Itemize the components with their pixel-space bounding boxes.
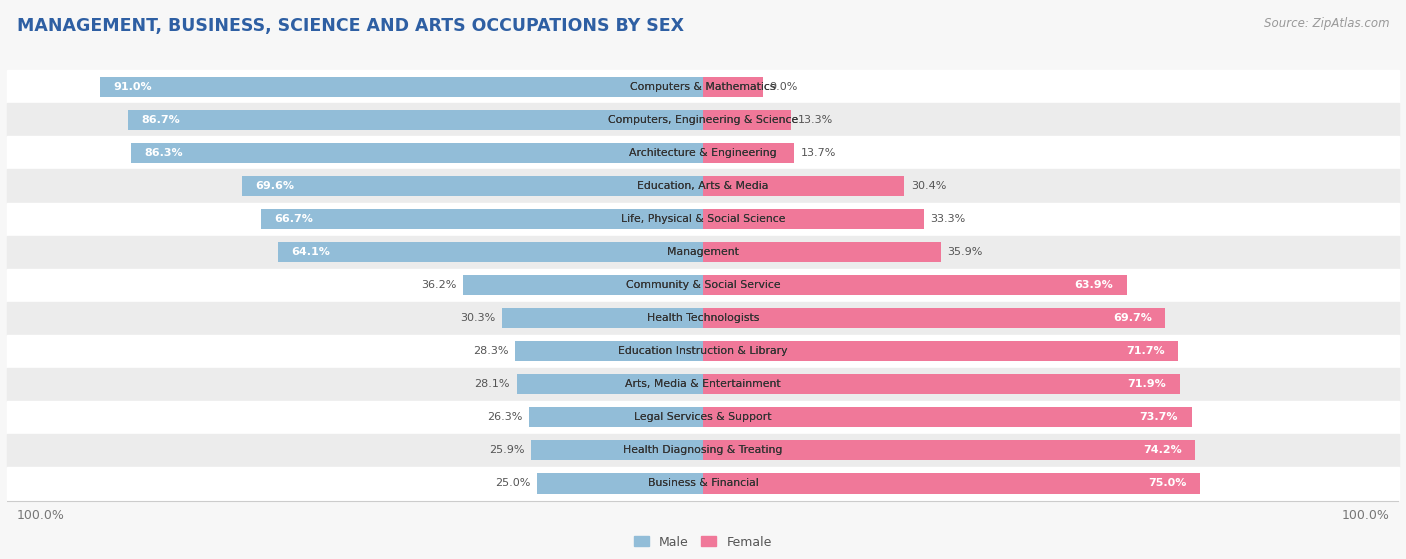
Bar xyxy=(7,202,1399,235)
Text: 36.2%: 36.2% xyxy=(420,280,457,290)
Text: 35.9%: 35.9% xyxy=(948,247,983,257)
Bar xyxy=(502,308,703,328)
Bar xyxy=(7,268,1399,302)
Bar xyxy=(703,341,1178,361)
Bar xyxy=(703,374,1180,395)
Bar xyxy=(131,143,703,163)
Bar xyxy=(703,110,792,130)
Bar xyxy=(7,434,1399,467)
Bar xyxy=(7,169,1399,202)
Bar xyxy=(7,136,1399,169)
Text: Health Diagnosing & Treating: Health Diagnosing & Treating xyxy=(616,446,790,455)
Bar xyxy=(7,103,1399,136)
Text: 25.9%: 25.9% xyxy=(489,446,524,455)
Text: Business & Financial: Business & Financial xyxy=(641,479,765,488)
Text: 91.0%: 91.0% xyxy=(112,82,152,92)
Text: 66.7%: 66.7% xyxy=(274,214,314,224)
Text: 74.2%: 74.2% xyxy=(1143,446,1181,455)
Bar xyxy=(516,341,703,361)
Text: 86.3%: 86.3% xyxy=(145,148,183,158)
Text: 69.7%: 69.7% xyxy=(1114,313,1152,323)
Text: Legal Services & Support: Legal Services & Support xyxy=(627,412,779,422)
Text: 73.7%: 73.7% xyxy=(1140,412,1178,422)
Text: Computers, Engineering & Science: Computers, Engineering & Science xyxy=(600,115,806,125)
Bar xyxy=(242,176,703,196)
Text: 71.9%: 71.9% xyxy=(1128,379,1167,389)
Text: 71.7%: 71.7% xyxy=(1126,346,1166,356)
Bar xyxy=(703,176,904,196)
Text: Health Technologists: Health Technologists xyxy=(640,313,766,323)
Text: Community & Social Service: Community & Social Service xyxy=(619,280,787,290)
Bar xyxy=(703,473,1201,494)
Text: Computers & Mathematics: Computers & Mathematics xyxy=(623,82,783,92)
Bar xyxy=(517,374,703,395)
Text: Community & Social Service: Community & Social Service xyxy=(619,280,787,290)
Bar xyxy=(128,110,703,130)
Text: 28.1%: 28.1% xyxy=(475,379,510,389)
Bar xyxy=(100,77,703,97)
Text: 64.1%: 64.1% xyxy=(291,247,330,257)
Text: Life, Physical & Social Science: Life, Physical & Social Science xyxy=(614,214,792,224)
Text: 26.3%: 26.3% xyxy=(486,412,522,422)
Text: Architecture & Engineering: Architecture & Engineering xyxy=(623,148,783,158)
Bar xyxy=(703,143,794,163)
Text: 28.3%: 28.3% xyxy=(474,346,509,356)
Bar xyxy=(463,275,703,295)
Bar xyxy=(531,440,703,461)
Text: Education, Arts & Media: Education, Arts & Media xyxy=(630,181,776,191)
Text: 30.3%: 30.3% xyxy=(460,313,495,323)
Bar xyxy=(703,275,1126,295)
Bar xyxy=(703,440,1195,461)
Text: 75.0%: 75.0% xyxy=(1149,479,1187,488)
Bar xyxy=(703,77,762,97)
Bar xyxy=(7,335,1399,368)
Text: Arts, Media & Entertainment: Arts, Media & Entertainment xyxy=(619,379,787,389)
Text: MANAGEMENT, BUSINESS, SCIENCE AND ARTS OCCUPATIONS BY SEX: MANAGEMENT, BUSINESS, SCIENCE AND ARTS O… xyxy=(17,17,683,35)
Bar xyxy=(703,407,1191,428)
Text: Computers & Mathematics: Computers & Mathematics xyxy=(623,82,783,92)
Bar xyxy=(278,242,703,262)
Bar xyxy=(703,308,1166,328)
Bar xyxy=(7,467,1399,500)
Text: Education, Arts & Media: Education, Arts & Media xyxy=(630,181,776,191)
Text: Health Diagnosing & Treating: Health Diagnosing & Treating xyxy=(616,446,790,455)
Text: 13.3%: 13.3% xyxy=(797,115,832,125)
Bar xyxy=(703,209,924,229)
Text: 33.3%: 33.3% xyxy=(931,214,966,224)
Text: Health Technologists: Health Technologists xyxy=(640,313,766,323)
Bar xyxy=(529,407,703,428)
Bar xyxy=(7,302,1399,335)
Text: 25.0%: 25.0% xyxy=(495,479,530,488)
Text: Life, Physical & Social Science: Life, Physical & Social Science xyxy=(614,214,792,224)
Text: Business & Financial: Business & Financial xyxy=(641,479,765,488)
Text: Management: Management xyxy=(659,247,747,257)
Legend: Male, Female: Male, Female xyxy=(630,530,776,553)
Text: Education Instruction & Library: Education Instruction & Library xyxy=(612,346,794,356)
Bar xyxy=(7,70,1399,103)
Text: 86.7%: 86.7% xyxy=(142,115,180,125)
Text: 13.7%: 13.7% xyxy=(800,148,835,158)
Text: Arts, Media & Entertainment: Arts, Media & Entertainment xyxy=(619,379,787,389)
Text: Architecture & Engineering: Architecture & Engineering xyxy=(623,148,783,158)
Text: Management: Management xyxy=(659,247,747,257)
Text: Computers, Engineering & Science: Computers, Engineering & Science xyxy=(600,115,806,125)
Text: 63.9%: 63.9% xyxy=(1074,280,1114,290)
Bar xyxy=(7,235,1399,268)
Text: Education Instruction & Library: Education Instruction & Library xyxy=(612,346,794,356)
Bar xyxy=(262,209,703,229)
Text: 30.4%: 30.4% xyxy=(911,181,946,191)
Text: Legal Services & Support: Legal Services & Support xyxy=(627,412,779,422)
Bar xyxy=(7,368,1399,401)
Text: 69.6%: 69.6% xyxy=(254,181,294,191)
Text: 9.0%: 9.0% xyxy=(769,82,797,92)
Bar xyxy=(703,242,941,262)
Bar xyxy=(7,401,1399,434)
Text: Source: ZipAtlas.com: Source: ZipAtlas.com xyxy=(1264,17,1389,30)
Bar xyxy=(537,473,703,494)
